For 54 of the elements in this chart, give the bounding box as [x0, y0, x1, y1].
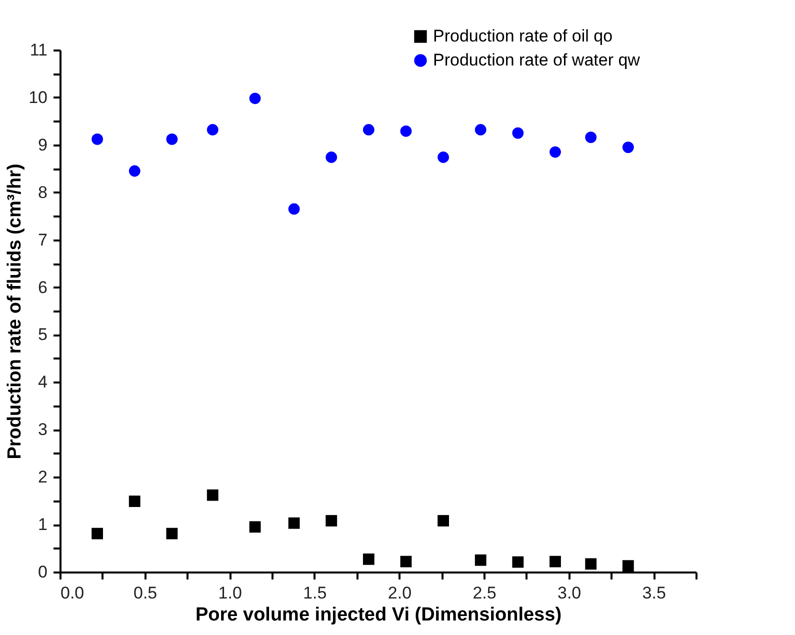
- point: [400, 556, 412, 568]
- y-tick-label: 9: [38, 135, 48, 154]
- y-tick-label: 6: [38, 278, 48, 297]
- point: [206, 124, 218, 136]
- x-tick-label: 2.0: [388, 584, 412, 602]
- point: [622, 560, 634, 572]
- point: [512, 556, 524, 568]
- y-axis-title: Production rate of fluids (cm³/hr): [4, 164, 26, 460]
- y-tick-label: 11: [30, 40, 48, 60]
- point: [362, 553, 374, 565]
- y-tick-label: 10: [28, 88, 48, 107]
- point: [206, 489, 218, 501]
- point: [326, 515, 338, 526]
- y-tick-label: 5: [38, 325, 48, 344]
- x-tick-label: 2.5: [472, 584, 496, 602]
- y-tick-label: 1: [38, 515, 48, 534]
- y-tick-label: 7: [38, 230, 48, 250]
- legend-label: Production rate of oil qo: [433, 26, 613, 46]
- point: [622, 142, 634, 153]
- point: [438, 515, 449, 526]
- point: [166, 528, 178, 540]
- point: [585, 558, 597, 570]
- y-tick-label: 8: [38, 182, 48, 202]
- point: [92, 134, 104, 145]
- y-tick-label: 2: [38, 468, 48, 487]
- point: [288, 203, 300, 215]
- point: [550, 146, 561, 158]
- point: [400, 125, 412, 137]
- point: [166, 134, 178, 145]
- point: [249, 92, 261, 104]
- point: [92, 528, 104, 540]
- point: [326, 152, 338, 163]
- point: [128, 496, 140, 507]
- y-tick-label: 3: [38, 420, 48, 440]
- point: [288, 517, 300, 529]
- x-tick-label: 0.0: [60, 584, 84, 602]
- point: [438, 152, 449, 163]
- point: [474, 124, 486, 136]
- x-tick-label: 0.5: [133, 584, 158, 602]
- legend-label: Production rate of water qw: [433, 50, 641, 70]
- y-tick-label: 0: [38, 562, 48, 582]
- point: [474, 554, 486, 566]
- x-axis-title: Pore volume injected Vi (Dimensionless): [195, 604, 562, 626]
- x-tick-label: 3.5: [642, 584, 666, 602]
- x-tick-label: 1.5: [303, 584, 327, 602]
- x-tick-label: 3.0: [557, 584, 582, 602]
- point: [512, 127, 524, 139]
- point: [550, 556, 561, 568]
- point: [128, 165, 140, 177]
- point: [249, 521, 261, 533]
- x-tick-label: 1.0: [218, 584, 242, 602]
- point: [362, 124, 374, 136]
- point: [585, 132, 597, 144]
- y-tick-label: 4: [38, 372, 48, 392]
